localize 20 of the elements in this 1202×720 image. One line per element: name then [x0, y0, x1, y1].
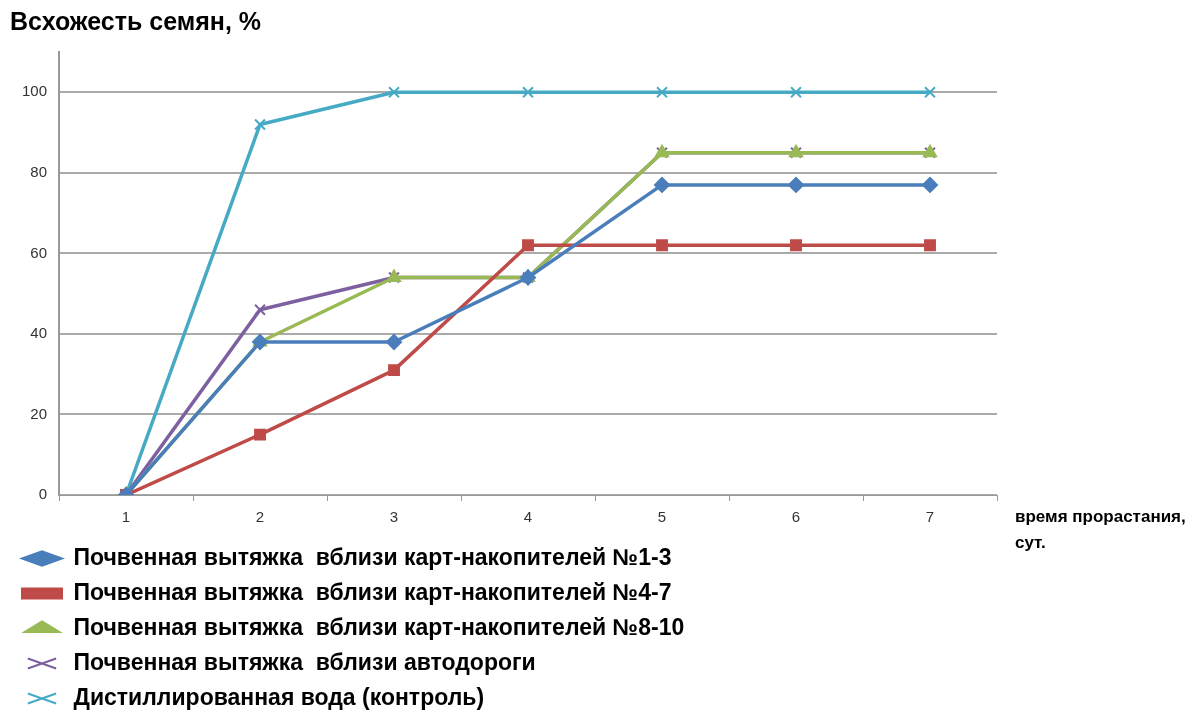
x-tick-label: 4: [523, 508, 533, 526]
legend-label: Почвенная вытяжка вблизи карт-накопителей №4-7: [73, 578, 672, 605]
x-axis-title: время прорастания, сут.: [1015, 507, 1186, 553]
y-tick-label: 40: [30, 324, 48, 342]
x-tick-label: 6: [791, 508, 801, 526]
y-tick-label: 0: [38, 485, 48, 503]
x-tick-label: 2: [255, 508, 265, 526]
y-tick-label: 100: [22, 82, 48, 100]
legend-label: Почвенная вытяжка вблизи карт-накопителей №8-10: [73, 613, 685, 640]
y-tick-label: 20: [30, 404, 48, 422]
legend-label: Дистиллированная вода (контроль): [73, 683, 485, 710]
x-tick-label: 7: [925, 508, 935, 526]
x-tick-label: 3: [389, 508, 399, 526]
legend-label: Почвенная вытяжка вблизи автодороги: [73, 648, 536, 675]
x-tick-label: 5: [657, 508, 667, 526]
x-tick-label: 1: [121, 508, 131, 526]
y-tick-label: 60: [30, 243, 48, 261]
chart-title: Всхожесть семян, %: [10, 6, 262, 35]
y-tick-label: 80: [30, 162, 48, 180]
legend-label: Почвенная вытяжка вблизи карт-накопителей №1-3: [73, 543, 672, 570]
